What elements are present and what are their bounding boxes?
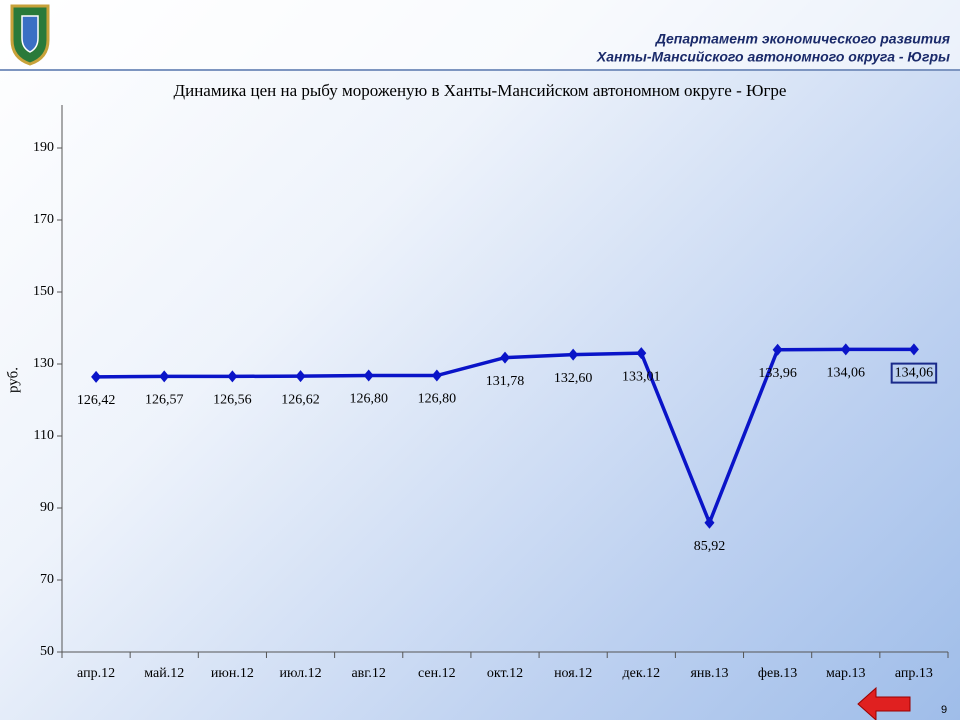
y-tick-label: 150	[33, 284, 54, 299]
y-tick-label: 170	[33, 212, 54, 227]
data-label: 85,92	[694, 539, 726, 554]
point-marker	[159, 370, 170, 383]
point-marker	[568, 348, 579, 361]
x-tick-label: июл.12	[279, 666, 321, 681]
data-label: 131,78	[486, 374, 525, 389]
x-tick-label: дек.12	[622, 666, 660, 681]
point-marker	[91, 370, 102, 383]
data-label: 126,42	[77, 393, 116, 408]
y-tick-label: 70	[40, 572, 54, 587]
data-label: 134,06	[827, 366, 866, 381]
point-marker	[431, 369, 442, 382]
point-marker	[227, 370, 238, 383]
point-marker	[840, 343, 851, 356]
data-label: 126,80	[418, 392, 457, 407]
x-tick-label: мар.13	[826, 666, 865, 681]
point-marker	[636, 347, 647, 360]
data-label-box	[890, 362, 938, 384]
x-tick-label: ноя.12	[554, 666, 592, 681]
data-label: 126,56	[213, 393, 252, 408]
header-band	[0, 0, 960, 70]
chart-title: Динамика цен на рыбу мороженую в Ханты-М…	[174, 81, 787, 100]
x-tick-label: апр.13	[895, 666, 933, 681]
header-line: Департамент экономического развития	[655, 31, 950, 47]
point-marker	[363, 369, 374, 382]
x-tick-label: сен.12	[418, 666, 456, 681]
point-marker	[295, 370, 306, 383]
x-tick-label: июн.12	[211, 666, 254, 681]
next-button[interactable]	[857, 686, 911, 722]
data-label: 134,06	[895, 366, 934, 381]
point-marker	[500, 351, 510, 364]
data-label: 126,80	[349, 392, 388, 407]
y-tick-label: 50	[40, 644, 54, 659]
point-marker	[908, 343, 919, 356]
page-number: 9	[941, 704, 947, 716]
data-label: 133,01	[622, 369, 661, 384]
y-tick-label: 90	[40, 500, 54, 515]
data-label: 133,96	[758, 366, 797, 381]
emblem	[10, 4, 50, 66]
data-label: 126,57	[145, 393, 184, 408]
x-tick-label: окт.12	[487, 666, 523, 681]
header-line: Ханты-Мансийского автономного округа - Ю…	[596, 49, 950, 65]
data-label: 132,60	[554, 371, 593, 386]
y-tick-label: 110	[34, 428, 54, 443]
data-label: 126,62	[281, 392, 320, 407]
y-tick-label: 130	[33, 356, 54, 371]
y-tick-label: 190	[33, 140, 54, 155]
x-tick-label: апр.12	[77, 666, 115, 681]
x-tick-label: янв.13	[690, 666, 728, 681]
x-tick-label: май.12	[144, 666, 184, 681]
point-marker	[704, 516, 715, 529]
point-marker	[772, 343, 783, 356]
y-axis-title: руб.	[5, 367, 21, 393]
x-tick-label: авг.12	[351, 666, 386, 681]
x-tick-label: фев.13	[758, 666, 797, 681]
